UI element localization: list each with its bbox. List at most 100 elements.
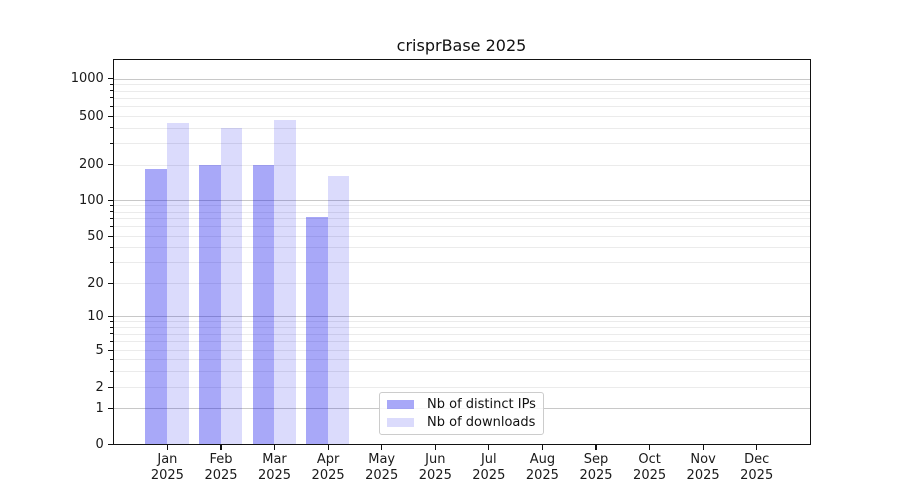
- gridline-minor: [113, 262, 810, 264]
- x-tick-mark: [649, 445, 651, 450]
- y-tick-mark: [107, 407, 114, 409]
- y-minor-tick-mark: [110, 333, 114, 335]
- bar-mar-ips: [252, 165, 275, 444]
- x-tick-month: Feb: [209, 451, 233, 467]
- x-tick-year: 2025: [525, 467, 559, 483]
- y-tick-label: 2: [95, 380, 104, 395]
- y-minor-tick-mark: [110, 142, 114, 144]
- x-tick-month: Jul: [480, 451, 497, 467]
- y-minor-tick-mark: [110, 211, 114, 213]
- legend-swatch-distinct-ips: [387, 400, 414, 410]
- x-tick-year: 2025: [257, 467, 292, 483]
- x-tick-year: 2025: [686, 467, 720, 483]
- gridline-minor: [113, 387, 810, 389]
- gridline-minor: [113, 164, 810, 166]
- x-tick-year: 2025: [418, 467, 452, 483]
- x-tick-mark: [541, 445, 543, 450]
- y-tick-mark: [107, 164, 114, 166]
- gridline-minor: [113, 218, 810, 220]
- y-minor-tick-mark: [110, 321, 114, 323]
- x-tick-year: 2025: [740, 467, 774, 483]
- y-minor-tick-mark: [110, 205, 114, 207]
- y-minor-tick-mark: [110, 340, 114, 342]
- y-tick-mark: [107, 115, 114, 117]
- y-tick-label: 10: [87, 308, 104, 324]
- gridline-minor: [113, 142, 810, 144]
- bar-feb-downloads: [220, 128, 243, 444]
- x-tick-month: Nov: [690, 451, 716, 467]
- gridline-minor: [113, 127, 810, 129]
- legend-label-distinct-ips: Nb of distinct IPs: [427, 397, 536, 413]
- x-tick-mark: [220, 445, 222, 450]
- bar-apr-downloads: [327, 175, 350, 444]
- y-minor-tick-mark: [110, 218, 114, 220]
- x-tick-label-may: May 2025: [347, 452, 417, 484]
- x-tick-label-mar: Mar 2025: [240, 452, 310, 484]
- x-tick-year: 2025: [311, 467, 345, 483]
- x-tick-label-nov: Nov 2025: [668, 452, 738, 484]
- gridline-minor: [113, 84, 810, 86]
- x-tick-mark: [166, 445, 168, 450]
- x-tick-label-apr: Apr 2025: [293, 452, 363, 484]
- gridlines-layer: [113, 60, 810, 444]
- y-minor-tick-mark: [110, 97, 114, 99]
- x-tick-label-feb: Feb 2025: [186, 452, 256, 484]
- x-tick-mark: [273, 445, 276, 450]
- y-tick-label: 5: [95, 342, 104, 358]
- legend-label-downloads: Nb of downloads: [427, 414, 536, 430]
- legend-item-downloads: Nb of downloads: [387, 415, 536, 430]
- x-tick-month: Sep: [583, 451, 609, 467]
- y-tick-mark: [107, 315, 114, 318]
- y-tick-label: 100: [78, 192, 104, 208]
- bar-jan-ips: [145, 168, 168, 444]
- x-tick-mark: [702, 445, 704, 450]
- y-minor-tick-mark: [110, 326, 114, 328]
- gridline-minor: [113, 105, 810, 107]
- y-minor-tick-mark: [110, 105, 114, 107]
- y-tick-label: 1: [95, 400, 104, 416]
- y-tick-mark: [107, 443, 114, 445]
- y-minor-tick-mark: [110, 358, 114, 360]
- bar-apr-ips: [306, 216, 328, 444]
- y-tick-mark: [107, 235, 114, 237]
- y-minor-tick-mark: [110, 370, 114, 372]
- x-tick-mark: [434, 445, 436, 450]
- x-tick-year: 2025: [472, 467, 506, 483]
- gridline-minor: [113, 97, 810, 99]
- gridline-minor: [113, 341, 810, 342]
- legend-item-distinct-ips: Nb of distinct IPs: [387, 397, 536, 412]
- x-tick-year: 2025: [633, 467, 667, 483]
- gridline-minor: [113, 90, 810, 92]
- bar-mar-downloads: [274, 119, 296, 444]
- y-minor-tick-mark: [110, 90, 114, 92]
- gridline-minor: [113, 333, 810, 335]
- y-tick-mark: [107, 78, 114, 80]
- y-tick-label: 0: [95, 436, 104, 452]
- x-tick-month: Jan: [157, 451, 178, 467]
- gridline-minor: [113, 205, 810, 207]
- x-tick-mark: [595, 445, 597, 450]
- y-minor-tick-mark: [110, 127, 114, 129]
- bars-layer: [114, 60, 811, 444]
- gridline-minor: [113, 211, 810, 213]
- y-tick-mark: [107, 199, 114, 201]
- gridline-major: [113, 200, 810, 201]
- x-tick-month: Aug: [529, 451, 556, 467]
- chart-title: crisprBase 2025: [396, 36, 527, 55]
- gridline-minor: [113, 349, 810, 351]
- bar-jan-downloads: [167, 122, 189, 444]
- x-tick-mark: [327, 445, 329, 450]
- gridline-major: [113, 78, 810, 80]
- x-tick-label-sep: Sep 2025: [561, 452, 631, 484]
- x-tick-label-dec: Dec 2025: [722, 452, 792, 484]
- x-tick-label-jan: Jan 2025: [132, 452, 202, 484]
- x-tick-year: 2025: [579, 467, 613, 483]
- x-tick-year: 2025: [365, 467, 399, 483]
- y-tick-label: 20: [87, 276, 104, 292]
- y-tick-mark: [107, 283, 114, 285]
- gridline-minor: [113, 283, 810, 285]
- y-minor-tick-mark: [110, 226, 114, 228]
- gridline-minor: [113, 327, 810, 328]
- y-tick-label: 500: [78, 108, 104, 124]
- gridline-minor: [113, 321, 810, 323]
